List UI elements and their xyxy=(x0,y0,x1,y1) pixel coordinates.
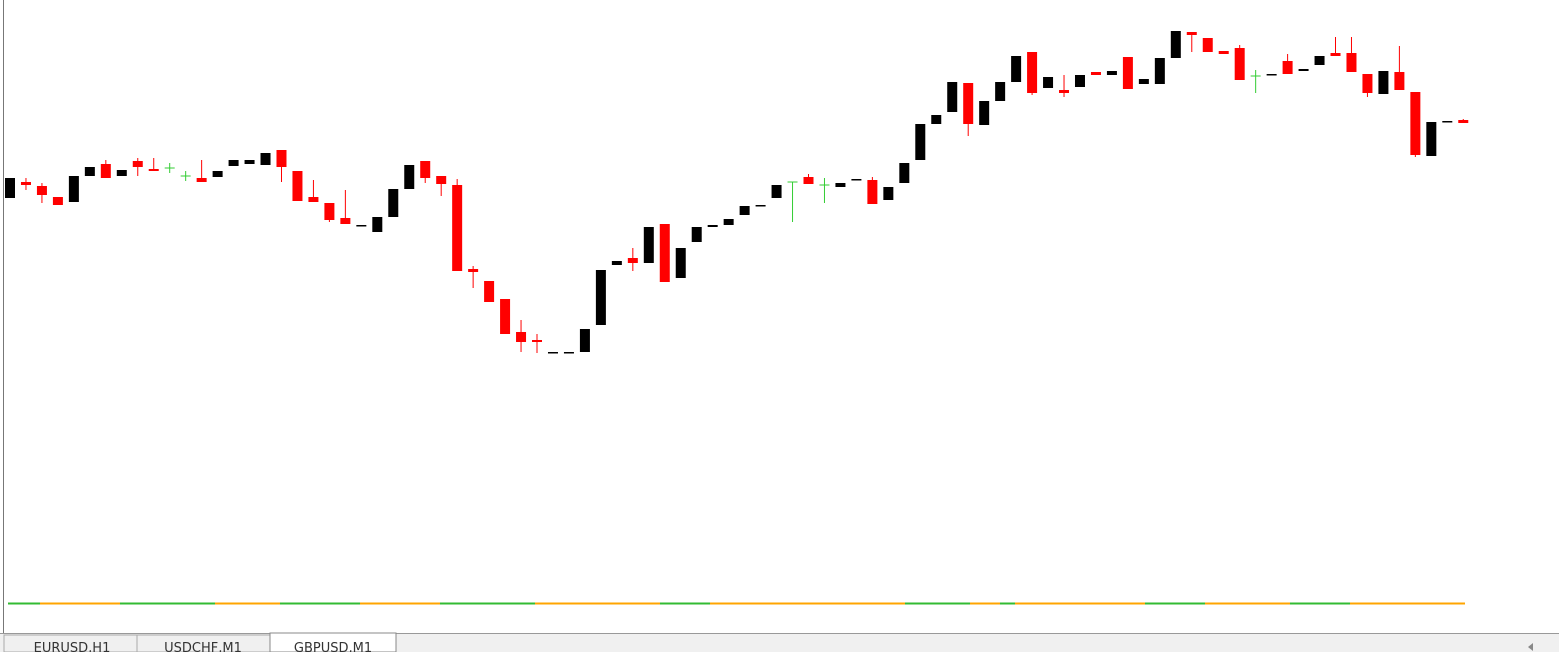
candle-body xyxy=(771,185,782,198)
candle-body xyxy=(1122,57,1133,89)
candle-body xyxy=(1043,77,1054,88)
candle-body xyxy=(484,281,495,302)
candle-body xyxy=(1059,90,1070,93)
candle-body xyxy=(228,160,239,166)
candle-body xyxy=(436,176,447,184)
candle-body xyxy=(579,329,590,352)
candle-body xyxy=(899,163,910,183)
candle-body xyxy=(1298,69,1309,71)
candle-body xyxy=(1011,56,1022,82)
candle-body xyxy=(835,183,846,187)
candle-body xyxy=(260,153,271,165)
candle-body xyxy=(1282,61,1293,74)
candle-body xyxy=(1027,52,1038,93)
tab-frame xyxy=(269,632,397,652)
candle-body xyxy=(308,197,319,202)
tab[interactable]: EURUSD,H1 xyxy=(3,634,138,652)
candle-body xyxy=(356,225,367,227)
candle-body xyxy=(1378,71,1389,94)
candle-body xyxy=(404,165,415,189)
candle-body xyxy=(68,176,79,202)
candle-body xyxy=(691,227,702,242)
candle-body xyxy=(803,177,814,184)
candle-body xyxy=(1314,56,1325,65)
tab-label: GBPUSD,M1 xyxy=(294,641,372,652)
candle-body xyxy=(1106,71,1117,75)
candle-body xyxy=(595,270,606,325)
candle-body xyxy=(627,258,638,263)
candle-body xyxy=(611,261,622,265)
scroll-left-arrow[interactable] xyxy=(1528,643,1533,651)
candle-body xyxy=(867,180,878,204)
candle-body xyxy=(1218,51,1229,54)
candle-body xyxy=(1074,75,1085,87)
candle-body xyxy=(276,150,287,167)
candle-body xyxy=(1266,74,1277,76)
tab-label: USDCHF,M1 xyxy=(164,641,242,652)
candle-body xyxy=(1410,92,1421,155)
candle-body xyxy=(52,197,63,205)
tab-active[interactable]: GBPUSD,M1 xyxy=(269,632,397,652)
candle-body xyxy=(1154,58,1165,84)
candle-body xyxy=(1234,48,1245,80)
candle-body xyxy=(324,203,335,220)
candle-body xyxy=(36,186,47,195)
candle-body xyxy=(148,169,159,171)
candle-body xyxy=(516,332,527,342)
candle-body xyxy=(915,124,926,160)
candle-body xyxy=(1330,53,1341,56)
candle-body xyxy=(883,187,894,200)
candle-body xyxy=(931,115,942,124)
candle-body xyxy=(1186,32,1197,35)
candle-body xyxy=(20,182,31,185)
candle-body xyxy=(755,205,766,207)
candle-body xyxy=(5,178,15,198)
candle-body xyxy=(1362,74,1373,93)
candle-body xyxy=(1394,72,1405,90)
candle-body xyxy=(196,178,207,182)
candle-body xyxy=(1138,79,1149,84)
candle-body xyxy=(500,299,511,334)
candle-body xyxy=(388,189,399,217)
candle-body xyxy=(979,101,990,125)
candle-body xyxy=(420,161,431,178)
candle-body xyxy=(84,167,95,176)
candle-body xyxy=(739,206,750,215)
candle-body xyxy=(244,160,255,164)
candle-body xyxy=(1346,53,1357,72)
candle-body xyxy=(116,170,127,176)
candle-body xyxy=(675,248,686,278)
candle-body xyxy=(1170,31,1181,58)
candle-body xyxy=(340,218,351,224)
candle-body xyxy=(1442,121,1453,123)
candle-body xyxy=(723,219,734,225)
candle-body xyxy=(1426,122,1437,156)
candle-body xyxy=(563,352,574,354)
candle-body xyxy=(452,185,463,271)
candle-body xyxy=(212,171,223,177)
candle-body xyxy=(963,83,974,124)
candle-body xyxy=(947,82,958,112)
candle-body xyxy=(643,227,654,263)
candle-body xyxy=(851,179,862,181)
tab-label: EURUSD,H1 xyxy=(34,641,111,652)
candle-body xyxy=(1090,72,1101,75)
tab[interactable]: USDCHF,M1 xyxy=(136,634,271,652)
candle-body xyxy=(292,171,303,201)
candle-body xyxy=(372,217,383,232)
candle-body xyxy=(468,269,479,272)
candle-body xyxy=(659,224,670,282)
candle-body xyxy=(1458,120,1469,123)
candle-body xyxy=(132,161,143,167)
candle-body xyxy=(547,352,558,354)
candles xyxy=(5,31,1469,354)
candle-body xyxy=(995,82,1006,101)
candle-body xyxy=(1202,38,1213,52)
candle-body xyxy=(100,164,111,178)
candle-body xyxy=(532,340,543,342)
candle-body xyxy=(707,225,718,227)
